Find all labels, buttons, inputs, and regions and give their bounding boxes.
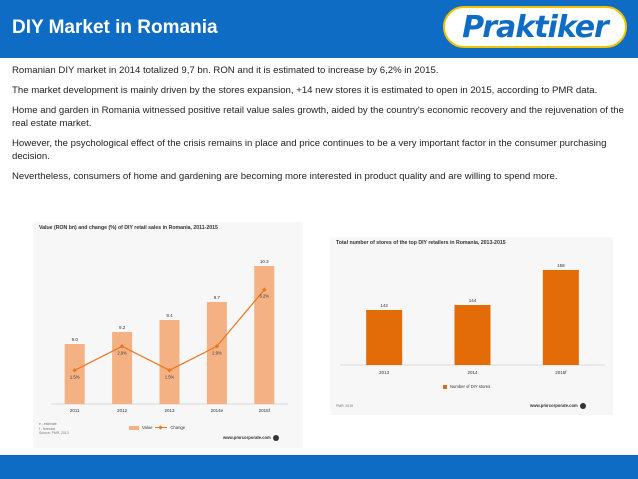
value-label: 10.3 <box>260 259 269 264</box>
change-label: 1.5% <box>165 374 175 379</box>
stores-bar <box>454 305 491 365</box>
note-estimate: e - estimate <box>39 422 57 426</box>
footer-bar <box>0 455 638 479</box>
legend-stores-swatch <box>443 384 447 389</box>
retail-sales-notes: e - estimate f - forecast Source: PMR, 2… <box>39 422 69 436</box>
stores-bar <box>542 270 579 365</box>
paragraph-2: The market development is mainly driven … <box>12 85 598 96</box>
note-source: Source: PMR, 2013 <box>39 431 69 436</box>
legend-value-swatch <box>129 425 139 430</box>
logo-text: Praktiker <box>462 9 609 45</box>
value-bar <box>64 344 85 404</box>
store-count-chart: Total number of stores of the top DIY re… <box>330 237 613 415</box>
note-forecast: f - forecast <box>39 426 56 431</box>
x-tick-label: 2011 <box>70 408 80 413</box>
retail-sales-site: www.pmrcorporate.com <box>223 435 279 441</box>
stores-value-label: 158 <box>557 263 565 268</box>
site-text: www.pmrcorporate.com <box>223 435 271 441</box>
change-point <box>214 344 220 349</box>
value-bar <box>206 302 227 404</box>
stores-bar <box>366 310 403 365</box>
store-count-chart-plot: 142 2013 144 2014 158 2015f <box>340 263 605 375</box>
retail-sales-chart: Value (RON bn) and change (%) of DIY ret… <box>33 222 303 448</box>
legend-change-label: Change <box>170 425 186 430</box>
store-count-site: www.pmrcorporate.com <box>530 403 586 409</box>
slide-title: DIY Market in Romania <box>12 17 218 38</box>
x-tick-label: 2012 <box>117 408 128 413</box>
praktiker-logo: Praktiker <box>443 6 627 48</box>
change-point <box>119 344 125 349</box>
change-point <box>262 287 267 292</box>
stores-value-label: 142 <box>380 303 388 308</box>
value-label: 9.2 <box>119 325 126 330</box>
value-bar <box>159 320 180 404</box>
body-text: Romanian DIY market in 2014 totalized 9,… <box>12 64 624 190</box>
x-tick-label: 2013 <box>379 370 390 375</box>
change-label: 1.5% <box>70 374 80 379</box>
x-tick-label: 2015f <box>555 370 567 375</box>
change-label: 2.9% <box>117 350 127 355</box>
paragraph-3: Home and garden in Romania witnessed pos… <box>12 105 624 129</box>
paragraph-1: Romanian DIY market in 2014 totalized 9,… <box>12 65 439 76</box>
legend-stores-label: Number of DIY stores <box>450 384 491 389</box>
retail-sales-chart-title: Value (RON bn) and change (%) of DIY ret… <box>39 225 218 231</box>
store-count-source: PMR, 2015 <box>336 404 353 408</box>
pmr-logo-icon <box>272 435 279 441</box>
x-tick-label: 2013 <box>164 408 175 413</box>
retail-sales-chart-plot: 9.0 2011 9.2 2012 9.4 2013 9.7 2014e 10.3 2015f 1.… <box>51 259 288 413</box>
retail-sales-legend: Value Change <box>129 425 185 430</box>
value-bar <box>254 266 275 404</box>
legend-value-label: Value <box>142 425 153 430</box>
store-count-chart-title: Total number of stores of the top DIY re… <box>336 240 506 246</box>
header-bar: DIY Market in Romania Praktiker <box>0 0 638 58</box>
site-text: www.pmrcorporate.com <box>530 403 578 409</box>
change-label: 2.9% <box>212 350 222 355</box>
store-count-legend: Number of DIY stores <box>443 384 490 389</box>
paragraph-4: However, the psychological effect of the… <box>12 138 607 162</box>
x-tick-label: 2014 <box>467 370 478 375</box>
stores-value-label: 144 <box>469 298 477 303</box>
value-label: 9.7 <box>214 295 221 300</box>
pmr-logo-icon <box>579 403 586 409</box>
change-point <box>72 368 77 373</box>
legend-change-swatch <box>155 427 168 428</box>
paragraph-5: Nevertheless, consumers of home and gard… <box>12 171 558 182</box>
x-tick-label: 2015f <box>259 408 271 413</box>
value-label: 9.4 <box>166 313 173 318</box>
x-tick-label: 2014e <box>211 408 224 413</box>
value-label: 9.0 <box>72 337 79 342</box>
value-bar <box>112 332 133 404</box>
change-label: 6.2% <box>260 294 270 299</box>
